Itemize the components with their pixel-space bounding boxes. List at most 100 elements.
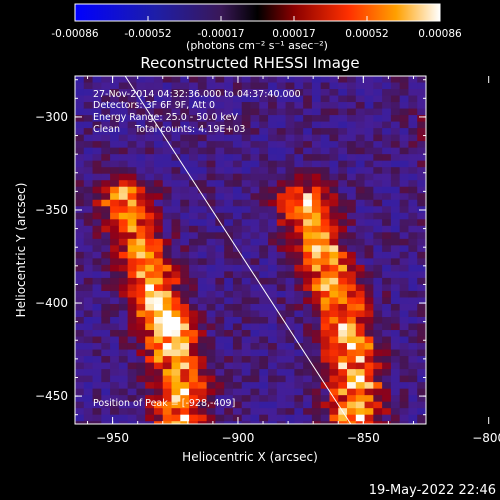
heatmap-cell — [311, 95, 322, 103]
heatmap-cell — [259, 89, 269, 97]
heatmap-cell — [189, 147, 199, 155]
heatmap-cell — [206, 212, 216, 220]
heatmap-cell — [232, 330, 243, 338]
heatmap-cell — [189, 199, 199, 207]
heatmap-cell — [382, 76, 392, 84]
heatmap-cell — [127, 180, 138, 188]
heatmap-cell — [276, 160, 287, 168]
heatmap-cell — [83, 225, 94, 233]
heatmap-cell — [118, 76, 129, 84]
heatmap-cell — [206, 95, 216, 103]
heatmap-cell — [197, 362, 208, 370]
heatmap-cell — [215, 388, 225, 396]
heatmap-cell — [241, 290, 252, 299]
heatmap-cell — [75, 356, 85, 364]
heatmap-cell — [276, 89, 287, 97]
heatmap-cell — [373, 349, 383, 357]
heatmap-cell — [382, 134, 392, 142]
heatmap-cell — [390, 193, 401, 201]
heatmap-cell — [241, 369, 252, 377]
heatmap-cell — [399, 102, 410, 110]
heatmap-cell — [197, 323, 208, 331]
heatmap-cell — [171, 134, 181, 142]
heatmap-cell — [294, 316, 304, 325]
heatmap-cell — [347, 343, 357, 351]
heatmap-cell — [180, 134, 190, 142]
heatmap-cell — [241, 316, 252, 325]
heatmap-cell — [153, 141, 164, 149]
heatmap-cell — [83, 76, 94, 84]
heatmap-cell — [145, 154, 155, 162]
heatmap-cell — [110, 180, 120, 188]
heatmap-cell — [101, 336, 111, 344]
heatmap-cell — [259, 330, 269, 338]
heatmap-cell — [373, 369, 383, 377]
heatmap-cell — [338, 414, 348, 422]
heatmap-cell — [215, 186, 225, 194]
heatmap-cell — [382, 160, 392, 168]
heatmap-cell — [101, 323, 111, 331]
heatmap-cell — [399, 154, 410, 162]
heatmap-cell — [355, 316, 366, 325]
heatmap-cell — [92, 141, 102, 149]
heatmap-cell — [364, 76, 374, 84]
heatmap-cell — [390, 369, 401, 377]
heatmap-cell — [180, 362, 190, 370]
heatmap-cell — [373, 330, 383, 338]
heatmap-cell — [417, 284, 426, 292]
heatmap-cell — [399, 369, 410, 377]
heatmap-cell — [294, 362, 304, 370]
heatmap-cell — [224, 141, 234, 149]
heatmap-cell — [285, 245, 295, 253]
heatmap-cell — [241, 264, 252, 273]
heatmap-cell — [101, 382, 111, 390]
heatmap-cell — [399, 173, 410, 181]
heatmap-cell — [320, 108, 331, 116]
heatmap-cell — [259, 225, 269, 233]
heatmap-cell — [338, 375, 348, 383]
heatmap-cell — [118, 421, 129, 424]
heatmap-cell — [311, 290, 322, 299]
heatmap-cell — [189, 297, 199, 305]
heatmap-cell — [171, 167, 181, 175]
heatmap-cell — [285, 173, 295, 181]
heatmap-cell — [268, 180, 278, 188]
heatmap-cell — [162, 193, 173, 201]
heatmap-cell — [92, 232, 102, 240]
heatmap-cell — [303, 414, 313, 422]
heatmap-cell — [92, 186, 102, 194]
heatmap-cell — [145, 167, 155, 175]
heatmap-cell — [390, 421, 401, 424]
heatmap-cell — [347, 232, 357, 240]
heatmap-cell — [145, 89, 155, 97]
heatmap-cell — [373, 193, 383, 201]
heatmap-cell — [162, 160, 173, 168]
heatmap-cell — [399, 316, 410, 325]
heatmap-cell — [320, 141, 331, 149]
heatmap-cell — [153, 219, 164, 227]
heatmap-cell — [118, 343, 129, 351]
heatmap-cell — [259, 414, 269, 422]
heatmap-cell — [320, 421, 331, 424]
heatmap-cell — [364, 303, 374, 312]
heatmap-cell — [197, 303, 208, 312]
heatmap-cell — [127, 271, 138, 279]
heatmap-cell — [118, 199, 129, 207]
heatmap-cell — [294, 284, 304, 292]
heatmap-cell — [355, 284, 366, 292]
heatmap-cell — [390, 128, 401, 136]
heatmap-cell — [364, 316, 374, 325]
heatmap-cell — [180, 141, 190, 149]
heatmap-cell — [171, 388, 181, 396]
heatmap-cell — [101, 193, 111, 201]
heatmap-cell — [215, 290, 225, 299]
heatmap-cell — [382, 121, 392, 129]
heatmap-cell — [303, 82, 313, 90]
heatmap-cell — [162, 414, 173, 422]
heatmap-cell — [118, 193, 129, 201]
heatmap-cell — [153, 297, 164, 305]
heatmap-cell — [355, 154, 366, 162]
heatmap-cell — [364, 225, 374, 233]
heatmap-cell — [347, 277, 357, 286]
heatmap-cell — [118, 82, 129, 90]
